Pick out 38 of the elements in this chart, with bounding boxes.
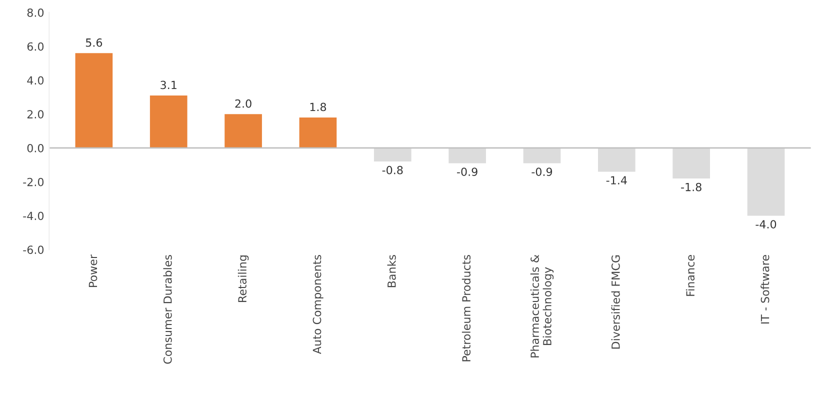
bar xyxy=(150,95,188,148)
y-tick-label: 0.0 xyxy=(27,144,44,152)
y-tick-label: 2.0 xyxy=(27,110,44,118)
data-label: -1.4 xyxy=(606,176,627,184)
y-tick-label: -4.0 xyxy=(23,212,44,220)
x-tick-label: Banks xyxy=(387,255,396,288)
bar xyxy=(523,148,561,164)
y-tick-label: 4.0 xyxy=(27,76,44,85)
bar xyxy=(224,114,262,148)
bar xyxy=(598,148,636,172)
data-label: 2.0 xyxy=(235,99,252,108)
data-label: 5.6 xyxy=(86,38,102,47)
x-tick-label: Petroleum Products xyxy=(462,255,471,362)
y-tick-label: 8.0 xyxy=(27,8,44,17)
bar xyxy=(747,148,785,216)
x-tick-label: Finance xyxy=(686,255,695,296)
bar xyxy=(75,53,113,148)
bar xyxy=(448,148,486,164)
data-label: -0.8 xyxy=(382,166,403,174)
data-label: -4.0 xyxy=(756,220,776,228)
x-tick-label: Retailing xyxy=(238,255,249,302)
y-tick-label: -2.0 xyxy=(23,178,44,186)
x-tick-label: Consumer Durables xyxy=(163,255,172,364)
x-tick-label: IT - Software xyxy=(760,255,770,324)
x-tick-label: Pharmaceuticals & Biotechnology xyxy=(530,254,554,358)
bar xyxy=(672,148,710,178)
data-label: 1.8 xyxy=(310,102,326,112)
y-tick-label: 6.0 xyxy=(27,42,44,51)
bar xyxy=(299,117,337,148)
x-tick-label: Auto Components xyxy=(312,255,324,354)
data-label: -0.9 xyxy=(457,168,478,176)
bar xyxy=(374,148,412,162)
y-tick-label: -6.0 xyxy=(23,246,44,254)
data-label: -1.8 xyxy=(681,182,702,192)
x-tick-label: Power xyxy=(88,254,98,287)
x-tick-label: Diversified FMCG xyxy=(611,255,620,349)
data-label: 3.1 xyxy=(160,80,176,90)
data-label: -0.9 xyxy=(532,168,552,176)
